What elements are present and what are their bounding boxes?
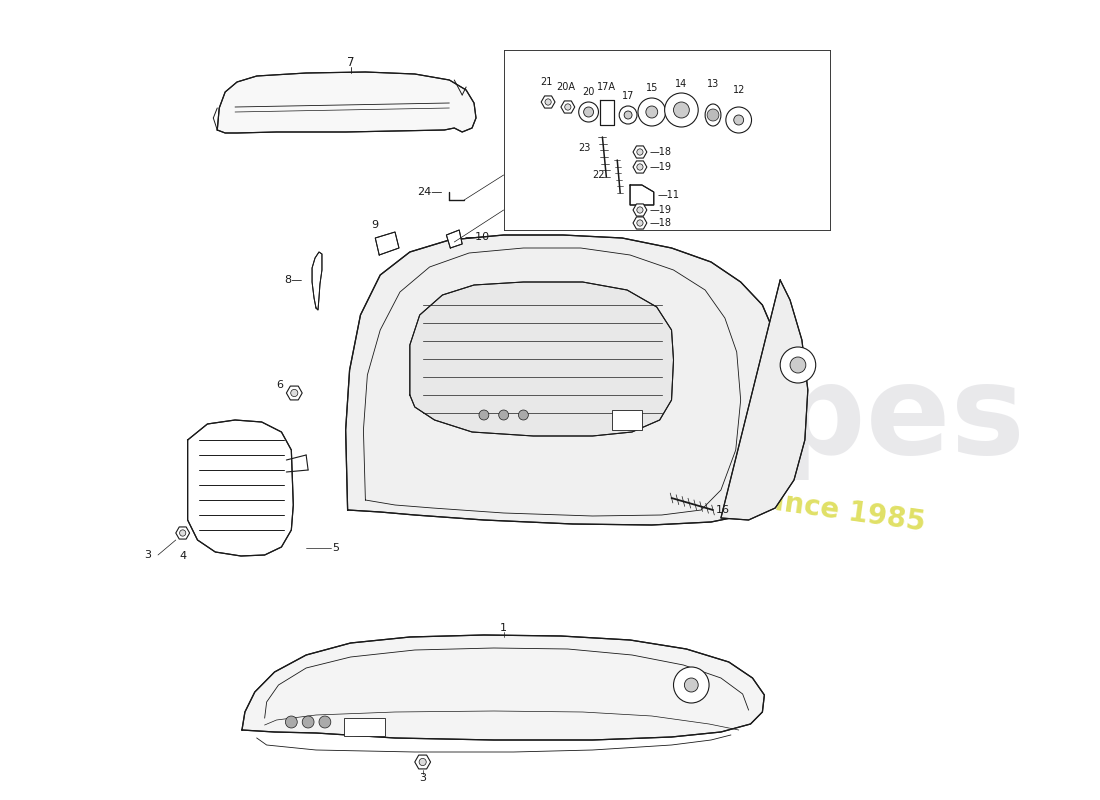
Circle shape xyxy=(790,357,806,373)
Circle shape xyxy=(780,347,816,383)
Circle shape xyxy=(619,106,637,124)
Text: —10: —10 xyxy=(464,232,490,242)
Text: 24—: 24— xyxy=(417,187,442,197)
Circle shape xyxy=(302,716,313,728)
Text: 17A: 17A xyxy=(597,82,616,92)
FancyBboxPatch shape xyxy=(343,718,385,736)
Polygon shape xyxy=(632,204,647,216)
Text: 1: 1 xyxy=(500,623,507,633)
FancyBboxPatch shape xyxy=(613,410,642,430)
Circle shape xyxy=(707,109,719,121)
Polygon shape xyxy=(188,420,294,556)
Polygon shape xyxy=(632,161,647,173)
Polygon shape xyxy=(242,635,764,740)
Text: 22: 22 xyxy=(592,170,604,180)
Polygon shape xyxy=(541,96,556,108)
Polygon shape xyxy=(415,755,430,769)
Text: 9: 9 xyxy=(372,220,378,230)
Circle shape xyxy=(673,667,710,703)
Circle shape xyxy=(498,410,508,420)
Text: 20A: 20A xyxy=(557,82,575,92)
Circle shape xyxy=(637,220,644,226)
Text: 8—: 8— xyxy=(284,275,302,285)
Text: 20: 20 xyxy=(582,87,595,97)
Text: a passion for parts since 1985: a passion for parts since 1985 xyxy=(455,443,927,537)
Circle shape xyxy=(478,410,488,420)
Polygon shape xyxy=(720,280,807,520)
Polygon shape xyxy=(286,386,302,400)
Circle shape xyxy=(664,93,698,127)
Circle shape xyxy=(579,102,598,122)
Polygon shape xyxy=(375,232,399,255)
Circle shape xyxy=(637,207,644,213)
Text: 17: 17 xyxy=(621,91,635,101)
Circle shape xyxy=(419,758,426,766)
Text: 12: 12 xyxy=(733,85,745,95)
Text: —18: —18 xyxy=(650,147,672,157)
Polygon shape xyxy=(632,146,647,158)
Text: 3: 3 xyxy=(144,550,152,560)
Circle shape xyxy=(684,678,699,692)
Circle shape xyxy=(646,106,658,118)
Polygon shape xyxy=(312,252,322,310)
Circle shape xyxy=(544,99,551,105)
Text: 21: 21 xyxy=(540,77,552,87)
Text: europes: europes xyxy=(455,359,1025,481)
Text: —18: —18 xyxy=(650,218,672,228)
Circle shape xyxy=(734,115,744,125)
Circle shape xyxy=(564,104,571,110)
Circle shape xyxy=(285,716,297,728)
Text: 6: 6 xyxy=(276,380,283,390)
Ellipse shape xyxy=(705,104,720,126)
Text: 7: 7 xyxy=(346,55,354,69)
Polygon shape xyxy=(447,230,462,248)
Circle shape xyxy=(673,102,690,118)
Circle shape xyxy=(584,107,594,117)
Polygon shape xyxy=(632,217,647,229)
Text: 4: 4 xyxy=(179,551,186,561)
Circle shape xyxy=(638,98,666,126)
Text: 13: 13 xyxy=(707,79,719,89)
Text: —19: —19 xyxy=(650,205,672,215)
Circle shape xyxy=(637,149,644,155)
Text: 23: 23 xyxy=(579,143,591,153)
Polygon shape xyxy=(218,72,476,133)
Circle shape xyxy=(726,107,751,133)
Polygon shape xyxy=(176,527,189,539)
Circle shape xyxy=(518,410,528,420)
Polygon shape xyxy=(601,100,614,125)
Polygon shape xyxy=(410,282,673,436)
Circle shape xyxy=(290,390,298,397)
Polygon shape xyxy=(345,235,780,525)
Text: —11: —11 xyxy=(658,190,680,200)
Circle shape xyxy=(179,530,186,536)
Text: 14: 14 xyxy=(675,79,688,89)
Circle shape xyxy=(637,164,644,170)
Text: —19: —19 xyxy=(650,162,672,172)
Text: 3: 3 xyxy=(419,773,426,783)
Text: 5: 5 xyxy=(332,543,339,553)
Polygon shape xyxy=(630,185,653,205)
Circle shape xyxy=(319,716,331,728)
Polygon shape xyxy=(561,101,575,113)
Circle shape xyxy=(624,111,632,119)
Text: 15: 15 xyxy=(646,83,658,93)
Text: 16: 16 xyxy=(716,505,730,515)
